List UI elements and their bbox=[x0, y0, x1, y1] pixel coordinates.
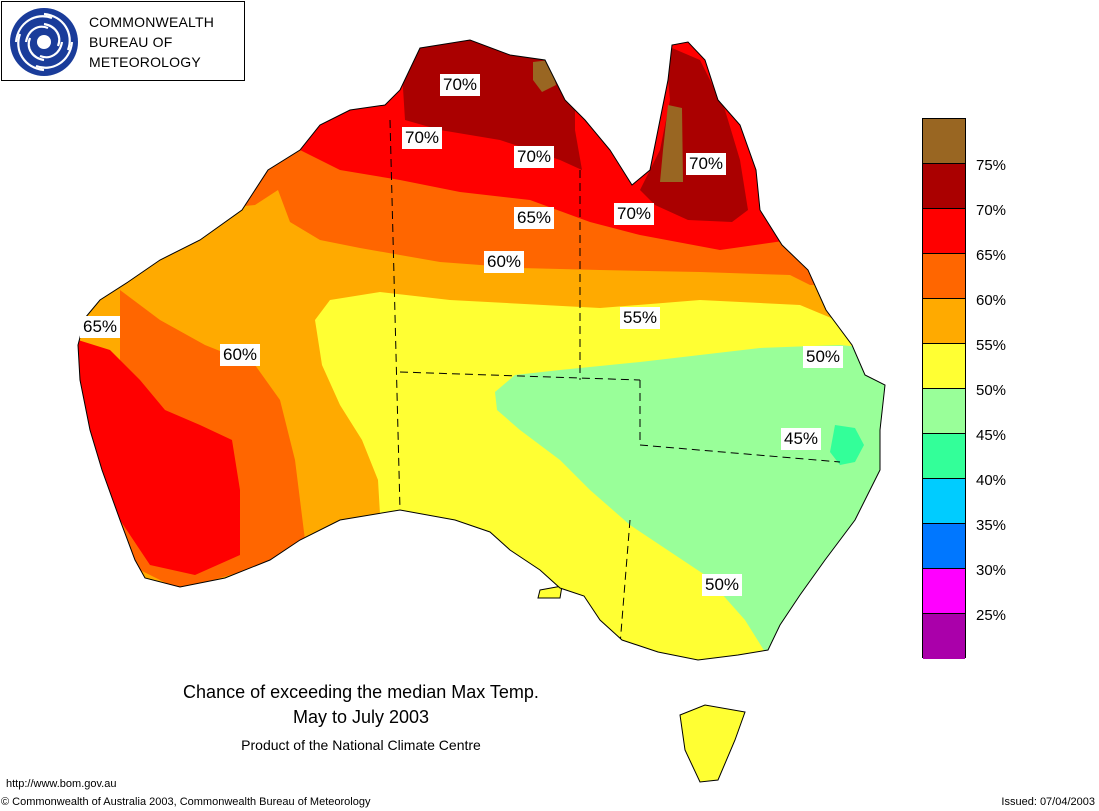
logo-line-1: COMMONWEALTH bbox=[89, 14, 215, 30]
map-label-60-north: 60% bbox=[484, 251, 525, 273]
legend-label: 40% bbox=[976, 472, 1007, 489]
legend-swatch bbox=[923, 524, 965, 569]
map-label-70-gulf: 70% bbox=[514, 146, 555, 168]
tasmania bbox=[679, 704, 746, 783]
legend-swatch bbox=[923, 434, 965, 479]
legend-label: 75% bbox=[976, 157, 1007, 174]
legend-label: 65% bbox=[976, 247, 1007, 264]
bom-logo: COMMONWEALTH BUREAU OF METEOROLOGY bbox=[1, 1, 245, 81]
logo-line-3: METEOROLOGY bbox=[89, 54, 201, 70]
legend-swatch bbox=[923, 614, 965, 659]
legend-label: 25% bbox=[976, 607, 1007, 624]
map-title: Chance of exceeding the median Max Temp. bbox=[183, 682, 539, 702]
legend-swatch bbox=[923, 389, 965, 434]
footer-issued-date: Issued: 07/04/2003 bbox=[1001, 796, 1095, 808]
coastline bbox=[77, 39, 886, 661]
map-label-50-east: 50% bbox=[803, 346, 844, 368]
legend-label: 70% bbox=[976, 202, 1007, 219]
legend-colorbar bbox=[922, 118, 966, 659]
legend-swatch bbox=[923, 209, 965, 254]
legend-label: 60% bbox=[976, 292, 1007, 309]
footer-url: http://www.bom.gov.au bbox=[6, 778, 117, 790]
map-label-70-top: 70% bbox=[440, 74, 481, 96]
logo-line-2: BUREAU OF bbox=[89, 34, 173, 50]
legend-label: 50% bbox=[976, 382, 1007, 399]
kangaroo-island bbox=[537, 585, 563, 599]
footer-copyright: © Commonwealth of Australia 2003, Common… bbox=[1, 796, 371, 808]
map-label-45: 45% bbox=[781, 428, 822, 450]
legend-swatch bbox=[923, 119, 965, 164]
legend-swatch bbox=[923, 164, 965, 209]
legend-swatch bbox=[923, 344, 965, 389]
legend-swatch bbox=[923, 254, 965, 299]
legend-label: 35% bbox=[976, 517, 1007, 534]
map-period: May to July 2003 bbox=[292, 707, 430, 727]
map-label-55: 55% bbox=[620, 307, 661, 329]
legend-label: 45% bbox=[976, 427, 1007, 444]
legend-swatch bbox=[923, 569, 965, 614]
legend-swatch bbox=[923, 299, 965, 344]
map-label-65-west: 65% bbox=[80, 316, 121, 338]
map-label-60-west: 60% bbox=[220, 344, 261, 366]
map-label-50-south: 50% bbox=[702, 574, 743, 596]
map-label-70-qld: 70% bbox=[614, 203, 655, 225]
legend-label: 30% bbox=[976, 562, 1007, 579]
legend-swatch bbox=[923, 479, 965, 524]
bom-swirl-icon bbox=[10, 8, 78, 76]
map-label-65-north: 65% bbox=[514, 207, 555, 229]
map-label-70-nt: 70% bbox=[402, 127, 443, 149]
legend-label: 55% bbox=[976, 337, 1007, 354]
map-label-70-cape: 70% bbox=[686, 153, 727, 175]
map-producer: Product of the National Climate Centre bbox=[241, 737, 481, 753]
